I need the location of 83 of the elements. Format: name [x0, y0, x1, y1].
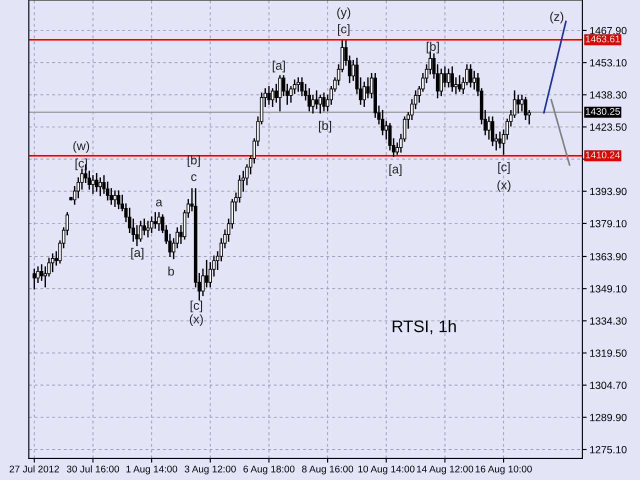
candlestick: [32, 268, 36, 290]
y-tick-label: 1423.50: [590, 123, 627, 131]
candlestick: [296, 77, 300, 92]
y-tick-label: 1453.10: [590, 59, 627, 66]
candlestick: [362, 82, 366, 107]
annotation: (x): [190, 314, 203, 326]
candlestick: [366, 77, 370, 98]
x-tick-label: 14 Aug 12:00: [417, 466, 474, 474]
candlestick: [142, 218, 146, 236]
candlestick: [450, 66, 454, 92]
x-tick-label: 16 Aug 10:00: [476, 466, 532, 474]
annotation: [c]: [338, 24, 350, 36]
annotation: b: [168, 266, 174, 276]
candlestick: [278, 75, 282, 112]
annotation: a: [156, 200, 162, 206]
y-tick-label: 1363.90: [590, 252, 627, 260]
candlestick: [267, 86, 271, 105]
annotation: [c]: [76, 158, 87, 170]
annotation: (w): [73, 141, 90, 153]
annotation: [b]: [188, 155, 200, 167]
annotation: [b]: [318, 120, 332, 133]
x-tick-label: 6 Aug 18:00: [243, 466, 295, 474]
y-tick-label: 1438.30: [590, 91, 627, 99]
candlestick: [50, 253, 54, 272]
y-tick-label: 1467.90: [590, 26, 627, 34]
candlestick: [380, 110, 384, 136]
candlestick: [157, 212, 161, 231]
candlestick: [98, 177, 102, 196]
candlestick: [498, 132, 502, 148]
annotation: c: [191, 174, 197, 182]
candlestick: [308, 88, 311, 112]
annotation: [a]: [131, 248, 144, 260]
candlestick: [322, 92, 326, 112]
candlestick: [458, 75, 462, 92]
text: RTSI, 1h: [392, 320, 456, 334]
annotation: [c]: [190, 300, 202, 312]
candlestick: [270, 88, 274, 107]
candlestick: [487, 116, 491, 140]
x-tick-label: 3 Aug 12:00: [184, 466, 236, 474]
candlestick: [524, 96, 528, 120]
y-tick-label: 1334.30: [590, 317, 627, 325]
candlestick: [490, 116, 494, 146]
x-tick-label: 8 Aug 16:00: [302, 466, 354, 474]
annotation: (x): [497, 180, 510, 192]
candlestick: [520, 94, 524, 112]
candlestick: [300, 77, 304, 96]
annotation: (y): [337, 7, 350, 20]
y-tick-label: 1304.70: [590, 382, 627, 390]
ref-line-label: 1410.24: [586, 151, 620, 158]
candlestick: [446, 68, 450, 88]
y-tick-label: 1275.10: [590, 446, 627, 454]
y-tick-label: 1289.90: [590, 414, 627, 422]
x-tick-label: 27 Jul 2012: [10, 465, 59, 472]
candlestick: [150, 216, 154, 234]
y-tick-label: 1319.50: [590, 349, 627, 357]
candlestick: [311, 94, 315, 114]
candlestick: [440, 68, 443, 96]
annotation: [a]: [272, 60, 285, 72]
annotation: [c]: [498, 162, 510, 174]
candlestick: [318, 94, 322, 114]
candlestick: [454, 77, 458, 94]
annotation: [b]: [426, 42, 439, 54]
annotation: (z): [550, 12, 564, 24]
candlestick: [94, 172, 98, 192]
candlestick: [146, 220, 150, 238]
candlestick: [443, 66, 447, 88]
x-tick-label: 1 Aug 14:00: [126, 466, 178, 474]
y-tick-label: 1393.90: [590, 188, 627, 196]
ref-line-label: 1463.61: [586, 35, 620, 42]
annotation: [a]: [389, 164, 402, 176]
candlestick: [516, 94, 520, 114]
x-tick-label: 10 Aug 14:00: [358, 466, 415, 474]
x-tick-label: 30 Jul 16:00: [66, 465, 120, 472]
ref-line-label: 1430.25: [586, 108, 620, 115]
candlestick: [154, 212, 157, 229]
candlestick: [138, 220, 142, 242]
candlestick: [314, 90, 318, 110]
candlestick: [116, 190, 120, 210]
y-tick-label: 1349.10: [590, 285, 627, 293]
candlestick: [468, 64, 472, 88]
candlestick: [472, 70, 476, 90]
candlestick: [204, 260, 208, 288]
y-tick-label: 1379.10: [590, 220, 627, 228]
